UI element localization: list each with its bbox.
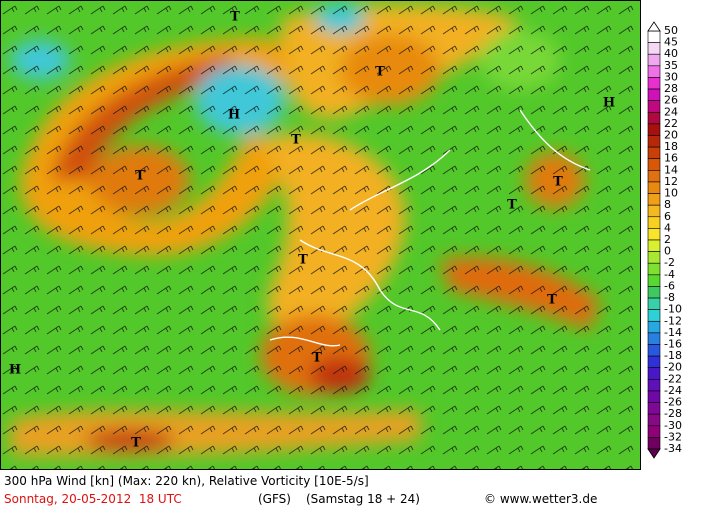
pressure-center-label: T	[230, 10, 240, 25]
colorbar-block	[647, 77, 661, 90]
pressure-center-label: T	[507, 198, 517, 213]
colorbar-block	[647, 65, 661, 78]
pressure-center-label: T	[135, 169, 145, 184]
field	[0, 0, 641, 470]
colorbar-block	[647, 262, 661, 276]
colorbar-label: -14	[664, 326, 682, 339]
colorbar-block	[647, 228, 661, 241]
colorbar-label: 2	[664, 233, 671, 246]
colorbar-label: -34	[664, 442, 682, 455]
colorbar-arrow-bottom	[647, 448, 661, 459]
colorbar-block	[647, 30, 661, 43]
colorbar-block	[647, 309, 661, 322]
colorbar-block	[647, 320, 661, 334]
pressure-centers: T T T T T T T T T T H H H	[9, 10, 615, 451]
colorbar-label: -30	[664, 419, 682, 432]
colorbar-label: -12	[664, 314, 682, 327]
colorbar-label: 18	[664, 140, 678, 153]
colorbar-block	[647, 402, 661, 415]
colorbar-block	[647, 100, 661, 113]
pressure-center-label: T	[547, 293, 557, 308]
pressure-center-label: T	[312, 351, 322, 366]
colorbar-label: 40	[664, 47, 678, 60]
colorbar-label: 20	[664, 129, 678, 142]
colorbar-label: -6	[664, 279, 675, 292]
colorbar-label: -10	[664, 303, 682, 316]
colorbar-block	[647, 193, 661, 206]
colorbar-label: 50	[664, 24, 678, 37]
footer-date: Sonntag, 20-05-2012 18 UTC	[4, 492, 182, 506]
colorbar-label: 16	[664, 152, 678, 165]
colorbar-label: 12	[664, 175, 678, 188]
colorbar-block	[647, 111, 661, 125]
colorbar-block	[647, 332, 661, 345]
colorbar-block	[647, 216, 661, 229]
colorbar-label: 4	[664, 221, 671, 234]
colorbar-block	[647, 251, 661, 264]
colorbar-block	[647, 42, 661, 55]
colorbar-block	[647, 413, 661, 427]
colorbar-label: -26	[664, 396, 682, 409]
colorbar-block	[647, 204, 661, 218]
colorbar-label: 26	[664, 94, 678, 107]
footer-title: 300 hPa Wind [kn] (Max: 220 kn), Relativ…	[4, 474, 369, 488]
colorbar-block	[647, 274, 661, 287]
colorbar-label: 6	[664, 210, 671, 223]
pressure-center-label: H	[228, 108, 240, 123]
colorbar-label: 45	[664, 36, 678, 49]
pressure-center-label: T	[375, 65, 385, 80]
map-frame	[0, 0, 641, 470]
colorbar-block	[647, 181, 661, 194]
pressure-center-label: T	[131, 436, 141, 451]
colorbar-block	[647, 158, 661, 171]
colorbar-block	[647, 437, 661, 450]
colorbar-block	[647, 367, 661, 380]
pressure-center-label: H	[9, 363, 21, 378]
colorbar-label: 14	[664, 163, 678, 176]
pressure-center-label: H	[603, 96, 615, 111]
colorbar-block	[647, 297, 661, 310]
colorbar-label: -4	[664, 268, 675, 281]
footer-run: (Samstag 18 + 24)	[306, 492, 420, 506]
colorbar-label: -18	[664, 349, 682, 362]
colorbar-label: 0	[664, 245, 671, 258]
colorbar-label: -32	[664, 430, 682, 443]
colorbar-label: -2	[664, 256, 675, 269]
colorbar-block	[647, 379, 661, 392]
colorbar-block	[647, 239, 661, 252]
colorbar-block	[647, 390, 661, 403]
colorbar-block	[647, 170, 661, 183]
colorbar-label: 10	[664, 187, 678, 200]
colorbar-block	[647, 286, 661, 299]
colorbar-block	[647, 135, 661, 148]
colorbar-arrow-top	[647, 21, 661, 32]
colorbar-label: -24	[664, 384, 682, 397]
colorbar-label: -20	[664, 361, 682, 374]
pressure-center-label: T	[291, 133, 301, 148]
footer-credit: © www.wetter3.de	[484, 492, 598, 506]
colorbar: 50454035302826242220181614121086420-2-4-…	[647, 21, 682, 459]
colorbar-block	[647, 425, 661, 438]
colorbar-label: 28	[664, 82, 678, 95]
footer-model: (GFS)	[258, 492, 291, 506]
colorbar-label: 30	[664, 70, 678, 83]
pressure-center-label: T	[553, 175, 563, 190]
colorbar-block	[647, 53, 661, 67]
colorbar-label: 24	[664, 105, 678, 118]
colorbar-label: -16	[664, 338, 682, 351]
colorbar-label: -22	[664, 372, 682, 385]
colorbar-label: -28	[664, 407, 682, 420]
colorbar-block	[647, 123, 661, 136]
colorbar-label: 22	[664, 117, 678, 130]
colorbar-block	[647, 355, 661, 369]
colorbar-label: 8	[664, 198, 671, 211]
colorbar-block	[647, 146, 661, 160]
colorbar-label: -8	[664, 291, 675, 304]
colorbar-block	[647, 88, 661, 101]
colorbar-block	[647, 344, 661, 357]
pressure-center-label: T	[298, 253, 308, 268]
colorbar-label: 35	[664, 59, 678, 72]
